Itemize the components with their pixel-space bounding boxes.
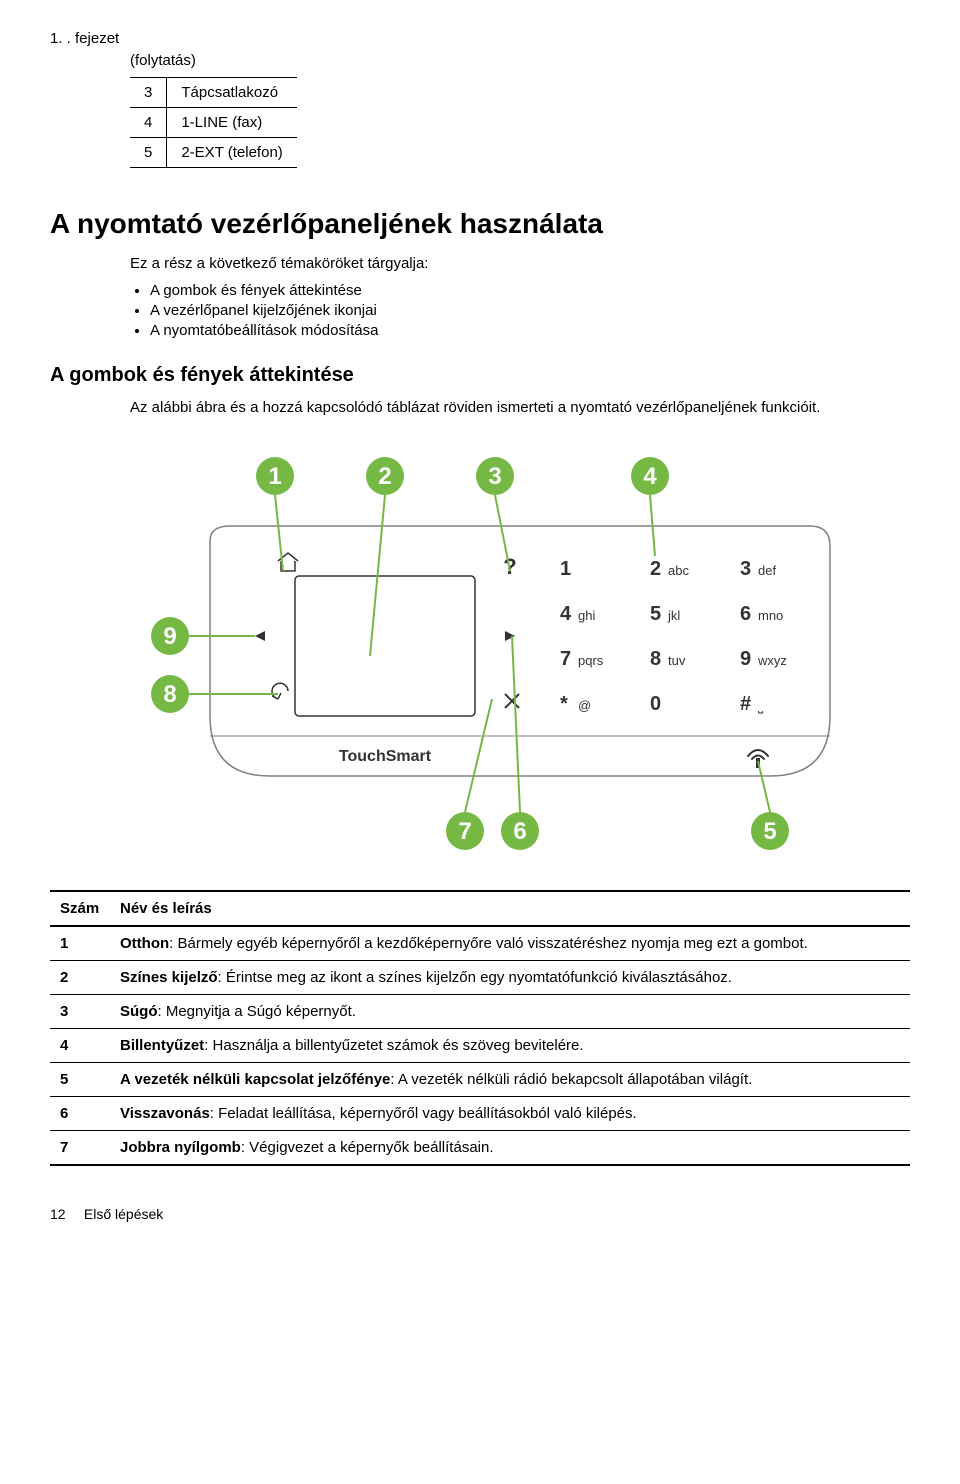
svg-text:8: 8 bbox=[163, 681, 176, 708]
page-number: 12 bbox=[50, 1206, 80, 1222]
topic-bullet: A vezérlőpanel kijelzőjének ikonjai bbox=[150, 302, 910, 319]
legend-num: 6 bbox=[50, 1097, 110, 1131]
svg-text:9: 9 bbox=[740, 648, 751, 670]
svg-text:TouchSmart: TouchSmart bbox=[339, 748, 432, 765]
svg-text:tuv: tuv bbox=[668, 653, 686, 668]
svg-text:ghi: ghi bbox=[578, 608, 595, 623]
page-footer: 12 Első lépések bbox=[50, 1206, 910, 1222]
legend-desc: Visszavonás: Feladat leállítása, képerny… bbox=[110, 1097, 910, 1131]
legend-num: 3 bbox=[50, 995, 110, 1029]
legend-header-desc: Név és leírás bbox=[110, 891, 910, 926]
section-title: A nyomtató vezérlőpaneljének használata bbox=[50, 208, 910, 240]
svg-text:1: 1 bbox=[560, 558, 571, 580]
svg-text:2: 2 bbox=[650, 558, 661, 580]
legend-num: 7 bbox=[50, 1131, 110, 1166]
svg-text:4: 4 bbox=[643, 463, 657, 490]
svg-text:3: 3 bbox=[488, 463, 501, 490]
legend-desc: Súgó: Megnyitja a Súgó képernyőt. bbox=[110, 995, 910, 1029]
svg-text:@: @ bbox=[578, 698, 591, 713]
legend-num: 1 bbox=[50, 926, 110, 961]
legend-desc: Billentyűzet: Használja a billentyűzetet… bbox=[110, 1029, 910, 1063]
legend-header-num: Szám bbox=[50, 891, 110, 926]
lead-text: Ez a rész a következő témaköröket tárgya… bbox=[130, 255, 910, 272]
body-text: Az alábbi ábra és a hozzá kapcsolódó táb… bbox=[130, 399, 910, 416]
connector-num: 3 bbox=[130, 78, 167, 108]
connector-num: 5 bbox=[130, 138, 167, 168]
svg-text:3: 3 bbox=[740, 558, 751, 580]
legend-num: 2 bbox=[50, 961, 110, 995]
legend-table: Szám Név és leírás 1Otthon: Bármely egyé… bbox=[50, 890, 910, 1166]
svg-text:7: 7 bbox=[560, 648, 571, 670]
svg-text:2: 2 bbox=[378, 463, 391, 490]
legend-num: 5 bbox=[50, 1063, 110, 1097]
legend-desc: Otthon: Bármely egyéb képernyőről a kezd… bbox=[110, 926, 910, 961]
svg-text:def: def bbox=[758, 563, 776, 578]
svg-text:8: 8 bbox=[650, 648, 661, 670]
chapter-header: 1. . fejezet bbox=[50, 30, 910, 47]
control-panel-diagram: ?12abc3def4ghi5jkl6mno7pqrs8tuv9wxyz*@0#… bbox=[120, 436, 840, 860]
svg-text:5: 5 bbox=[763, 818, 776, 845]
legend-desc: Jobbra nyílgomb: Végigvezet a képernyők … bbox=[110, 1131, 910, 1166]
svg-text:mno: mno bbox=[758, 608, 783, 623]
connector-num: 4 bbox=[130, 108, 167, 138]
footer-section: Első lépések bbox=[84, 1206, 163, 1222]
legend-num: 4 bbox=[50, 1029, 110, 1063]
legend-desc: A vezeték nélküli kapcsolat jelzőfénye: … bbox=[110, 1063, 910, 1097]
topic-bullets: A gombok és fények áttekintése A vezérlőp… bbox=[130, 282, 910, 339]
svg-text:9: 9 bbox=[163, 623, 176, 650]
svg-text:wxyz: wxyz bbox=[757, 653, 787, 668]
svg-text:abc: abc bbox=[668, 563, 689, 578]
legend-desc: Színes kijelző: Érintse meg az ikont a s… bbox=[110, 961, 910, 995]
svg-text:*: * bbox=[560, 693, 568, 715]
subsection-title: A gombok és fények áttekintése bbox=[50, 364, 910, 387]
topic-bullet: A nyomtatóbeállítások módosítása bbox=[150, 322, 910, 339]
connector-label: Tápcsatlakozó bbox=[167, 78, 297, 108]
continuation-label: (folytatás) bbox=[130, 52, 910, 69]
svg-text:6: 6 bbox=[513, 818, 526, 845]
svg-text:6: 6 bbox=[740, 603, 751, 625]
svg-text:⎵: ⎵ bbox=[758, 698, 764, 713]
svg-text:5: 5 bbox=[650, 603, 661, 625]
connector-table: 3Tápcsatlakozó41-LINE (fax)52-EXT (telef… bbox=[130, 77, 297, 168]
svg-text:#: # bbox=[740, 693, 751, 715]
svg-text:pqrs: pqrs bbox=[578, 653, 604, 668]
svg-text:jkl: jkl bbox=[667, 608, 680, 623]
topic-bullet: A gombok és fények áttekintése bbox=[150, 282, 910, 299]
svg-text:4: 4 bbox=[560, 603, 572, 625]
connector-label: 2-EXT (telefon) bbox=[167, 138, 297, 168]
svg-text:1: 1 bbox=[268, 463, 281, 490]
svg-text:7: 7 bbox=[458, 818, 471, 845]
svg-text:0: 0 bbox=[650, 693, 661, 715]
connector-label: 1-LINE (fax) bbox=[167, 108, 297, 138]
